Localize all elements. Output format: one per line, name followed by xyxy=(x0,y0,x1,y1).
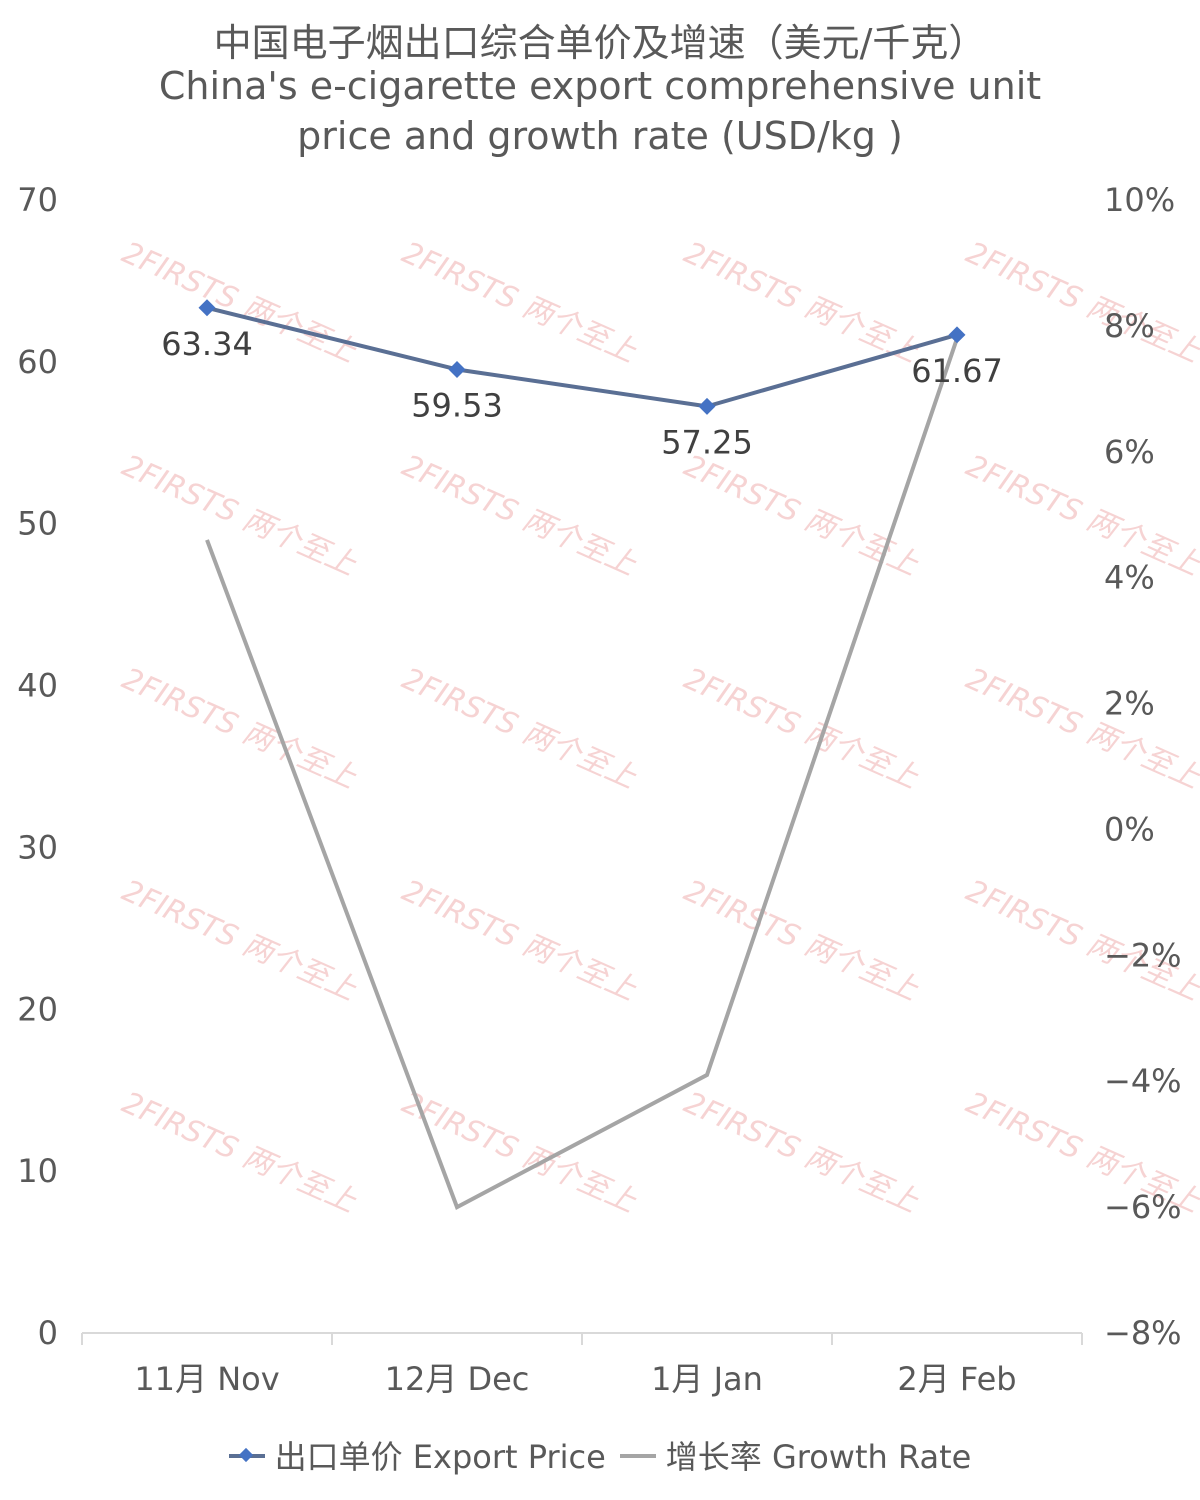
export-price-marker xyxy=(198,299,216,317)
watermark-3-0: 2FIRSTS 两个至上 xyxy=(117,873,362,1008)
series-layer: 63.34 59.53 57.25 61.67 xyxy=(161,299,1003,1210)
export-price-line xyxy=(206,305,958,409)
watermark-4-2: 2FIRSTS 两个至上 xyxy=(679,1085,924,1220)
chart-title-chinese: 中国电子烟出口综合单价及增速（美元/千克） xyxy=(213,21,987,65)
export-price-marker xyxy=(698,397,716,415)
y-right-tick-label: −4% xyxy=(1104,1062,1182,1100)
axes-layer: 11月 Nov 12月 Dec 1月 Jan 2月 Feb 0 10 20 30 40 50 60 7… xyxy=(17,181,1181,1398)
y-right-tick-label: 2% xyxy=(1104,685,1155,723)
watermark-2-3: 2FIRSTS 两个至上 xyxy=(961,661,1200,796)
legend-label-export-price: 出口单价 Export Price xyxy=(274,1438,606,1476)
watermark-1-3: 2FIRSTS 两个至上 xyxy=(961,448,1200,583)
export-price-data-label: 61.67 xyxy=(911,352,1003,390)
export-price-data-label: 57.25 xyxy=(661,423,753,461)
y-right-tick-label: 6% xyxy=(1104,433,1155,471)
y-left-tick-label: 10 xyxy=(17,1152,58,1190)
y-left-tick-label: 40 xyxy=(17,667,58,705)
watermark-0-2: 2FIRSTS 两个至上 xyxy=(679,235,924,370)
y-right-tick-label: 8% xyxy=(1104,307,1155,345)
export-price-marker xyxy=(948,326,966,344)
y-right-tick-label: −6% xyxy=(1104,1188,1182,1226)
export-price-marker xyxy=(448,360,466,378)
chart-legend: 出口单价 Export Price 增长率 Growth Rate xyxy=(0,1432,1200,1478)
growth-rate-line xyxy=(205,337,959,1210)
y-right-tick-label: −8% xyxy=(1104,1314,1182,1352)
legend-label-growth-rate: 增长率 Growth Rate xyxy=(665,1438,972,1476)
y-left-tick-label: 60 xyxy=(17,343,58,381)
watermark-3-2: 2FIRSTS 两个至上 xyxy=(679,873,924,1008)
watermark-4-0: 2FIRSTS 两个至上 xyxy=(117,1085,362,1220)
y-left-tick-label: 50 xyxy=(17,505,58,543)
y-right-tick-label: 4% xyxy=(1104,559,1155,597)
legend-swatch-growth-rate xyxy=(619,1445,656,1465)
y-right-tick-label: 0% xyxy=(1104,810,1155,848)
watermark-1-1: 2FIRSTS 两个至上 xyxy=(397,448,642,583)
export-price-data-label: 59.53 xyxy=(411,386,503,424)
y-left-tick-label: 70 xyxy=(17,181,58,219)
legend-swatch-export-price xyxy=(228,1445,265,1465)
x-tick-label: 1月 Jan xyxy=(651,1360,763,1398)
watermark-1-2: 2FIRSTS 两个至上 xyxy=(679,448,924,583)
x-tick-label: 2月 Feb xyxy=(897,1360,1016,1398)
watermark-0-3: 2FIRSTS 两个至上 xyxy=(961,235,1200,370)
legend-item-growth-rate: 增长率 Growth Rate xyxy=(619,1432,972,1478)
export-price-data-label: 63.34 xyxy=(161,325,253,363)
x-tick-label: 12月 Dec xyxy=(385,1360,530,1398)
y-left-tick-label: 30 xyxy=(17,828,58,866)
line-chart: 2FIRSTS 两个至上 2FIRSTS 两个至上 2FIRSTS 两个至上 2FIR… xyxy=(17,181,1200,1398)
chart-title-english-line1: China's e-cigarette export comprehensive… xyxy=(158,64,1042,108)
legend-item-export-price: 出口单价 Export Price xyxy=(228,1432,606,1478)
watermark-4-1: 2FIRSTS 两个至上 xyxy=(397,1085,642,1220)
y-left-tick-label: 20 xyxy=(17,990,58,1028)
watermark-1-0: 2FIRSTS 两个至上 xyxy=(117,448,362,583)
watermark-2-0: 2FIRSTS 两个至上 xyxy=(117,661,362,796)
y-right-tick-label: −2% xyxy=(1104,936,1182,974)
watermark-2-1: 2FIRSTS 两个至上 xyxy=(397,661,642,796)
watermark-2-2: 2FIRSTS 两个至上 xyxy=(679,661,924,796)
x-tick-label: 11月 Nov xyxy=(134,1360,279,1398)
y-right-tick-label: 10% xyxy=(1104,181,1175,219)
chart-title-english-line2: price and growth rate (USD/kg ) xyxy=(297,114,903,158)
y-left-tick-label: 0 xyxy=(38,1314,58,1352)
watermark-0-1: 2FIRSTS 两个至上 xyxy=(397,235,642,370)
watermark-3-1: 2FIRSTS 两个至上 xyxy=(397,873,642,1008)
